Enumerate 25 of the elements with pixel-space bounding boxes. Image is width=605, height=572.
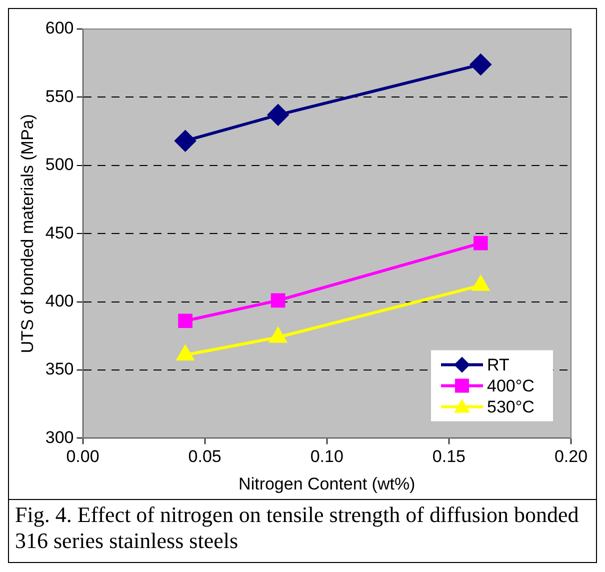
point: [470, 54, 492, 75]
point: [174, 130, 196, 152]
x-tick-label: 0.10: [310, 447, 344, 466]
legend-label: 530°C: [487, 397, 534, 416]
y-tick-label: 450: [45, 223, 74, 242]
y-tick-label: 350: [45, 360, 74, 379]
point: [270, 328, 286, 343]
y-tick-label: 600: [45, 18, 74, 38]
y-tick-label: 400: [45, 291, 74, 310]
x-tick-label: 0.20: [554, 447, 588, 466]
x-tick-label: 0.05: [188, 447, 222, 466]
point: [474, 236, 488, 250]
legend-label: RT: [487, 355, 510, 374]
caption: Fig. 4. Effect of nitrogen on tensile strength of diffusion bonded 316 series stainless steels: [9, 499, 596, 562]
y-tick-label: 550: [45, 86, 74, 106]
x-tick-label: 0.00: [66, 447, 100, 466]
x-tick-label: 0.15: [432, 447, 466, 466]
y-axis-title: UTS of bonded materials (MPa): [18, 114, 37, 354]
point: [268, 104, 289, 126]
x-axis-title: Nitrogen Content (wt%): [238, 474, 416, 494]
y-tick-label: 500: [45, 155, 74, 174]
point: [472, 276, 490, 291]
y-tick-label: 300: [45, 428, 74, 447]
legend-label: 400°C: [487, 376, 534, 396]
point: [176, 345, 194, 360]
